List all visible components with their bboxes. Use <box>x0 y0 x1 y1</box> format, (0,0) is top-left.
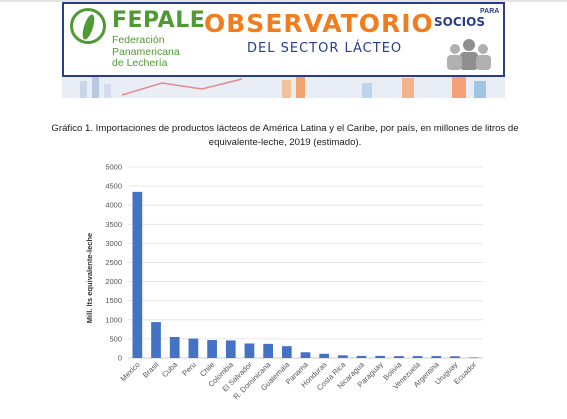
y-tick-label: 1000 <box>105 315 122 324</box>
observatorio-subtitle: DEL SECTOR LÁCTEO <box>247 41 403 56</box>
y-tick-label: 4000 <box>105 201 122 210</box>
bar <box>263 343 273 358</box>
imports-bar-chart: 0 500 1000 1500 2000 2500 3000 3500 4000 4500 5000… <box>70 158 490 408</box>
banner-background-graphics <box>62 75 505 98</box>
y-tick-label: 1500 <box>105 296 122 305</box>
bar <box>319 353 330 358</box>
bar <box>431 356 442 358</box>
y-tick-label: 4500 <box>105 182 122 191</box>
bar <box>375 355 386 358</box>
bar <box>169 336 180 358</box>
bar <box>412 356 423 358</box>
fepale-logo-icon <box>70 8 106 44</box>
chart-caption: Gráfico 1. Importaciones de productos lá… <box>51 123 519 148</box>
y-tick-label: 3500 <box>105 220 122 229</box>
bar <box>225 340 236 358</box>
brand-sub-line: de Lechería <box>112 57 168 69</box>
brand-sub-line: Panamericana <box>112 45 180 58</box>
banner-frame: FEPALE Federación Panamericana de Lecher… <box>62 2 505 77</box>
people-group-icon <box>447 39 491 70</box>
brand-sub-line: Federación <box>112 34 165 46</box>
brand-name: FEPALE <box>112 8 206 33</box>
bar <box>300 352 311 358</box>
bar <box>394 356 404 358</box>
observatorio-title: OBSERVATORIO <box>204 9 434 38</box>
header-banner: FEPALE Federación Panamericana de Lecher… <box>62 2 505 98</box>
y-tick-label: 0 <box>118 354 122 363</box>
y-tick-label: 500 <box>109 334 122 343</box>
y-tick-label: 2500 <box>105 258 122 267</box>
y-tick-label: 5000 <box>105 163 122 172</box>
bar <box>338 355 348 358</box>
bar <box>450 356 460 358</box>
bar <box>244 343 255 358</box>
bar <box>281 346 292 358</box>
bar <box>151 322 161 358</box>
y-tick-label: 2000 <box>105 277 122 286</box>
y-tick-label: 3000 <box>105 239 122 248</box>
brand-subtitle: Federación Panamericana de Lechería <box>112 34 222 70</box>
bar <box>132 191 143 358</box>
socios-label: SOCIOS <box>434 15 485 29</box>
bar <box>356 355 367 358</box>
bar <box>188 338 199 358</box>
bar <box>207 340 217 358</box>
para-label: PARA <box>480 8 500 15</box>
y-axis-label: Mill. lts equivalente-leche <box>85 233 94 323</box>
bar <box>468 357 479 358</box>
top-divider <box>0 0 567 2</box>
